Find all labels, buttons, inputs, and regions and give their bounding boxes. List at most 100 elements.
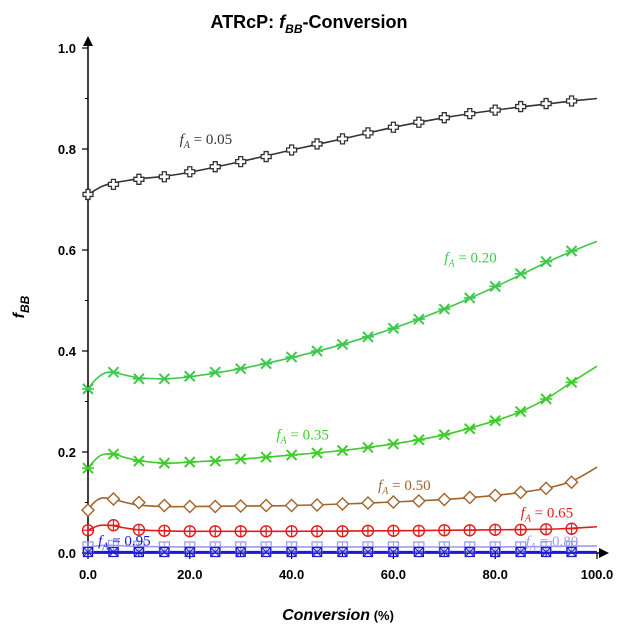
data-point-marker <box>413 116 425 128</box>
marker-shape <box>388 547 399 557</box>
marker-shape <box>159 546 170 558</box>
marker-shape <box>515 100 527 113</box>
data-point-marker <box>284 498 299 513</box>
marker-shape <box>513 485 528 500</box>
data-point-marker <box>489 280 502 293</box>
x-tick-label: 0.0 <box>79 567 97 582</box>
data-point-marker <box>260 150 272 163</box>
data-point-marker <box>564 475 579 490</box>
data-point-marker <box>311 345 324 357</box>
marker-shape <box>515 547 526 557</box>
data-point-marker <box>81 524 95 537</box>
data-point-marker <box>158 373 171 385</box>
marker-shape <box>261 547 272 557</box>
marker-shape <box>462 490 477 505</box>
y-axis-title: fBB <box>11 295 32 318</box>
marker-shape <box>490 547 501 557</box>
data-point-marker <box>515 100 527 113</box>
data-point-marker <box>311 447 324 459</box>
y-tick-label: 0.8 <box>58 142 76 157</box>
marker-shape <box>437 492 452 507</box>
x-axis-arrow <box>599 548 609 558</box>
y-axis-arrow <box>83 36 93 46</box>
marker-shape <box>310 498 325 513</box>
marker-shape <box>439 547 450 557</box>
data-point-marker <box>437 492 452 507</box>
marker-shape <box>311 138 323 150</box>
data-point-marker <box>514 405 527 418</box>
data-point-marker <box>515 546 526 558</box>
data-point-marker <box>413 546 425 558</box>
marker-shape <box>438 112 450 124</box>
data-point-marker <box>158 524 171 537</box>
data-point-marker <box>362 127 374 139</box>
data-point-marker <box>260 357 273 370</box>
data-point-marker <box>82 383 94 395</box>
data-point-marker <box>260 546 272 558</box>
marker-shape <box>83 547 93 557</box>
marker-shape <box>488 488 503 503</box>
marker-shape <box>565 95 578 107</box>
data-point-marker <box>82 188 94 201</box>
data-point-marker <box>183 456 196 468</box>
data-point-marker <box>82 462 94 474</box>
data-point-marker <box>159 546 170 558</box>
series-line <box>87 365 598 469</box>
series-markers <box>81 95 579 558</box>
y-tick-label: 0.6 <box>58 243 76 258</box>
data-point-marker <box>310 525 324 538</box>
x-tick-label: 60.0 <box>381 567 406 582</box>
data-point-marker <box>438 524 451 537</box>
marker-shape <box>284 498 299 513</box>
y-tick-label: 0.2 <box>58 445 76 460</box>
marker-shape <box>566 546 577 558</box>
data-point-marker <box>336 525 349 538</box>
data-point-marker <box>133 546 145 558</box>
marker-shape <box>286 547 297 557</box>
data-point-marker <box>387 322 400 334</box>
data-point-marker <box>233 499 248 514</box>
chart-title: ATRcP: fBB-Conversion <box>210 12 407 36</box>
data-point-marker <box>208 499 223 514</box>
marker-shape <box>362 127 374 139</box>
data-point-marker <box>490 546 501 558</box>
marker-shape <box>386 495 401 509</box>
marker-shape <box>82 546 94 558</box>
data-point-marker <box>133 173 145 185</box>
data-point-marker <box>235 546 246 558</box>
data-point-marker <box>106 491 121 506</box>
data-point-marker <box>565 95 578 107</box>
x-axis-title: Conversion (%) <box>282 607 394 624</box>
data-point-marker <box>489 414 502 427</box>
data-point-marker <box>310 498 325 513</box>
marker-shape <box>235 546 246 558</box>
data-point-marker <box>107 448 120 460</box>
series-label: fA = 0.95 <box>98 533 150 552</box>
marker-shape <box>362 546 374 558</box>
data-point-marker <box>132 523 146 536</box>
data-point-marker <box>184 166 196 178</box>
data-point-marker <box>411 493 426 508</box>
axes-group: 0.0 20.0 40.0 60.0 80.0 100.0 0.0 0.2 0.4 0.6 0.8 1… <box>58 36 613 582</box>
marker-shape <box>566 547 577 557</box>
data-point-marker <box>388 546 399 558</box>
data-point-marker <box>108 546 119 558</box>
marker-shape <box>413 116 425 128</box>
data-point-marker <box>412 524 426 537</box>
marker-shape <box>413 547 424 557</box>
data-point-marker <box>107 178 120 190</box>
series-label: fA = 0.50 <box>378 478 431 497</box>
data-point-marker <box>412 313 425 325</box>
data-point-marker <box>311 138 323 150</box>
data-point-marker <box>464 546 475 558</box>
data-point-marker <box>183 525 197 538</box>
marker-shape <box>564 475 579 490</box>
marker-shape <box>286 546 297 558</box>
data-point-marker <box>439 546 450 558</box>
data-point-marker <box>361 524 375 537</box>
marker-shape <box>337 546 348 558</box>
data-point-marker <box>259 525 273 538</box>
marker-shape <box>133 173 145 185</box>
